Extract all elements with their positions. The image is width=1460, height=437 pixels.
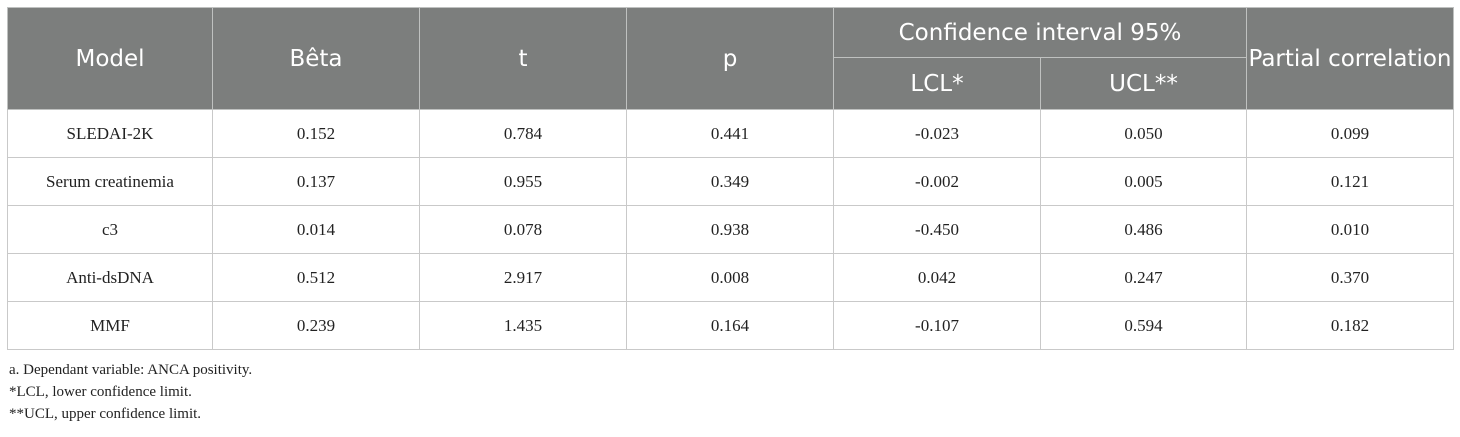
cell-beta: 0.137 xyxy=(212,157,420,206)
header-confidence-interval: Confidence interval 95% xyxy=(833,7,1247,58)
header-p: p xyxy=(626,7,834,110)
cell-t: 0.078 xyxy=(419,205,627,254)
header-lcl: LCL* xyxy=(833,57,1041,110)
table-row: Serum creatinemia 0.137 0.955 0.349 -0.0… xyxy=(7,157,1454,206)
table-footnotes: a. Dependant variable: ANCA positivity. … xyxy=(9,359,252,425)
cell-ucl: 0.594 xyxy=(1040,301,1247,350)
cell-p: 0.008 xyxy=(626,253,834,302)
header-ucl: UCL** xyxy=(1040,57,1247,110)
footnote-dependent-variable: a. Dependant variable: ANCA positivity. xyxy=(9,362,253,378)
table-container: Model Bêta t p Confidence interval 95% P… xyxy=(7,7,1454,350)
table-row: c3 0.014 0.078 0.938 -0.450 0.486 0.010 xyxy=(7,205,1454,254)
table-row: MMF 0.239 1.435 0.164 -0.107 0.594 0.182 xyxy=(7,301,1454,350)
cell-model: MMF xyxy=(7,301,213,350)
cell-t: 2.917 xyxy=(419,253,627,302)
cell-p: 0.938 xyxy=(626,205,834,254)
cell-lcl: -0.023 xyxy=(833,109,1041,158)
cell-model: SLEDAI-2K xyxy=(7,109,213,158)
footnote-lcl: *LCL, lower confidence limit. xyxy=(9,384,192,400)
cell-lcl: 0.042 xyxy=(833,253,1041,302)
cell-ucl: 0.005 xyxy=(1040,157,1247,206)
cell-partial-correlation: 0.121 xyxy=(1246,157,1454,206)
cell-model: Anti-dsDNA xyxy=(7,253,213,302)
cell-p: 0.441 xyxy=(626,109,834,158)
cell-p: 0.349 xyxy=(626,157,834,206)
cell-ucl: 0.247 xyxy=(1040,253,1247,302)
header-t: t xyxy=(419,7,627,110)
cell-partial-correlation: 0.370 xyxy=(1246,253,1454,302)
table-row: SLEDAI-2K 0.152 0.784 0.441 -0.023 0.050… xyxy=(7,109,1454,158)
header-beta: Bêta xyxy=(212,7,420,110)
cell-t: 0.955 xyxy=(419,157,627,206)
cell-beta: 0.239 xyxy=(212,301,420,350)
table-header: Model Bêta t p Confidence interval 95% P… xyxy=(7,7,1454,110)
table-body: SLEDAI-2K 0.152 0.784 0.441 -0.023 0.050… xyxy=(7,109,1454,350)
cell-lcl: -0.107 xyxy=(833,301,1041,350)
cell-partial-correlation: 0.010 xyxy=(1246,205,1454,254)
cell-model: Serum creatinemia xyxy=(7,157,213,206)
cell-beta: 0.152 xyxy=(212,109,420,158)
cell-t: 1.435 xyxy=(419,301,627,350)
cell-lcl: -0.450 xyxy=(833,205,1041,254)
header-model: Model xyxy=(7,7,213,110)
cell-t: 0.784 xyxy=(419,109,627,158)
cell-beta: 0.512 xyxy=(212,253,420,302)
cell-p: 0.164 xyxy=(626,301,834,350)
cell-ucl: 0.050 xyxy=(1040,109,1247,158)
cell-partial-correlation: 0.182 xyxy=(1246,301,1454,350)
cell-model: c3 xyxy=(7,205,213,254)
cell-lcl: -0.002 xyxy=(833,157,1041,206)
table-row: Anti-dsDNA 0.512 2.917 0.008 0.042 0.247… xyxy=(7,253,1454,302)
cell-partial-correlation: 0.099 xyxy=(1246,109,1454,158)
cell-beta: 0.014 xyxy=(212,205,420,254)
header-partial-correlation: Partial correlation xyxy=(1246,7,1454,110)
cell-ucl: 0.486 xyxy=(1040,205,1247,254)
regression-table: Model Bêta t p Confidence interval 95% P… xyxy=(7,7,1454,350)
footnote-ucl: **UCL, upper confidence limit. xyxy=(9,406,202,422)
